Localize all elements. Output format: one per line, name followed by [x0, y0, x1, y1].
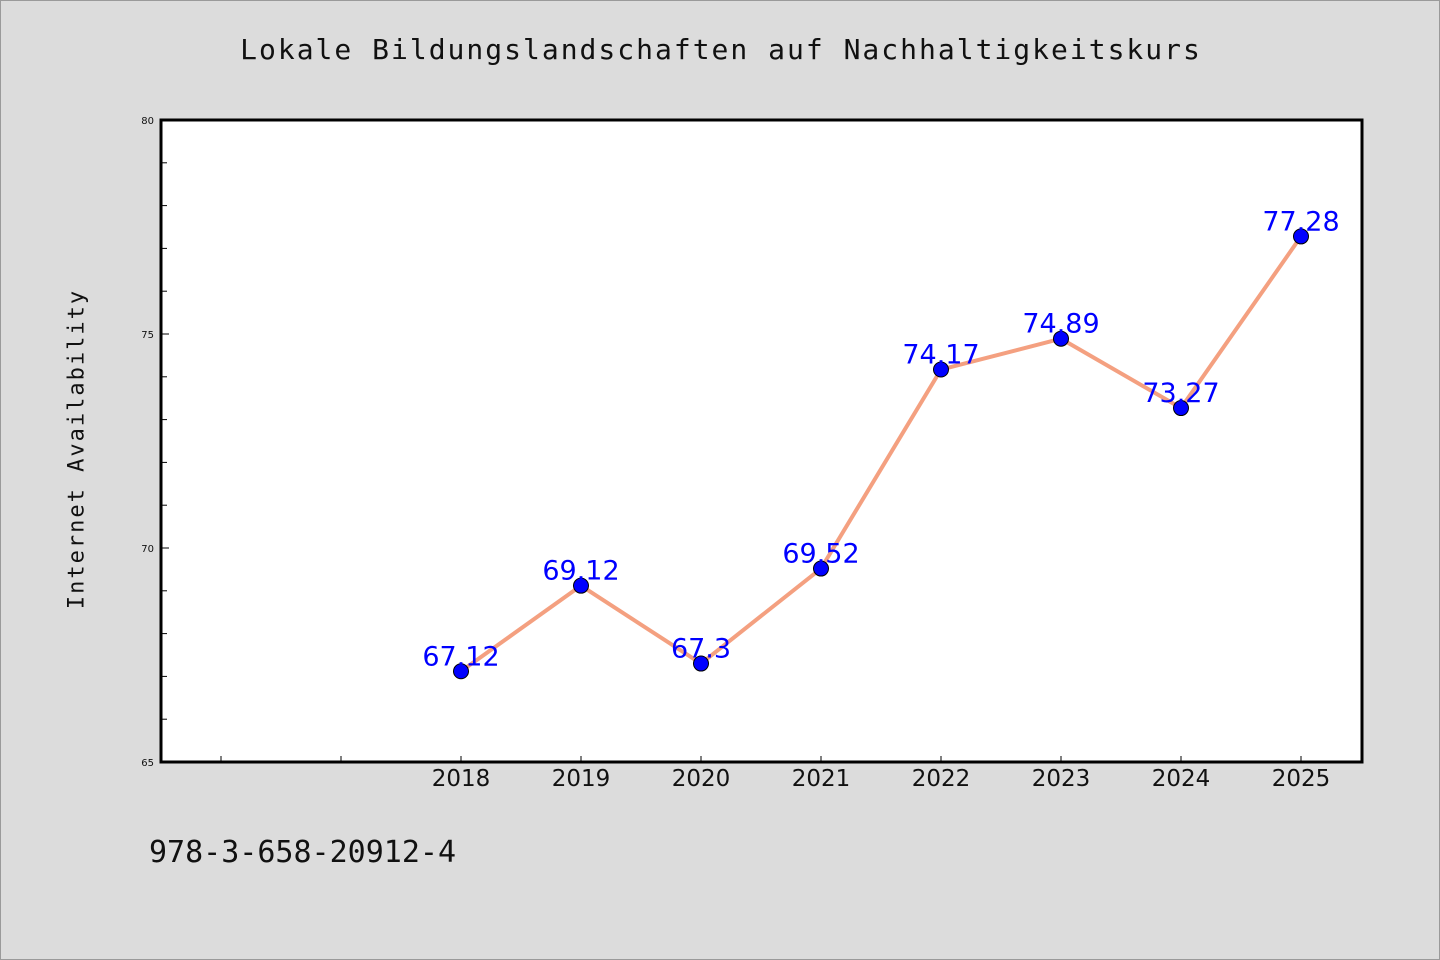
data-labels: 67.12 69.12 67.3 69.52 74.17 74.89 73.27 77.28	[422, 206, 1339, 672]
data-label: 69.12	[542, 556, 619, 587]
x-tick-label: 2022	[912, 766, 971, 792]
y-tick-label: 80	[141, 116, 154, 127]
data-point	[693, 655, 709, 672]
data-series	[453, 228, 1309, 680]
data-point	[813, 560, 829, 577]
data-label: 77.28	[1262, 206, 1339, 237]
chart-title: Lokale Bildungslandschaften auf Nachhalt…	[240, 33, 1202, 66]
x-tick-label: 2021	[792, 766, 851, 792]
y-tick-label: 75	[141, 330, 154, 341]
x-tick-label: 2019	[552, 766, 611, 792]
x-tick-label: 2020	[672, 766, 731, 792]
plot-area	[159, 118, 1364, 764]
data-label: 74.89	[1022, 309, 1099, 340]
data-label: 74.17	[902, 340, 979, 371]
data-label: 69.52	[782, 539, 859, 570]
data-label: 73.27	[1142, 378, 1219, 409]
data-label: 67.3	[671, 634, 731, 665]
x-tick-label: 2025	[1272, 766, 1331, 792]
data-point	[573, 577, 589, 594]
data-point	[1053, 330, 1069, 347]
y-axis: 65 70 75 80	[141, 116, 169, 769]
isbn-text: 978-3-658-20912-4	[149, 835, 457, 870]
y-tick-label: 70	[141, 544, 154, 555]
x-axis: 2018 2019 2020 2021 2022 2023 2024 2025	[220, 756, 1331, 792]
data-point	[1293, 228, 1309, 245]
data-label: 67.12	[422, 641, 499, 672]
y-tick-label: 65	[141, 758, 154, 769]
data-point	[453, 663, 469, 680]
x-tick-label: 2018	[432, 766, 491, 792]
data-point	[933, 361, 949, 378]
data-point	[1173, 400, 1189, 417]
x-tick-label: 2024	[1152, 766, 1211, 792]
series-line	[459, 234, 1303, 674]
x-tick-label: 2023	[1032, 766, 1091, 792]
